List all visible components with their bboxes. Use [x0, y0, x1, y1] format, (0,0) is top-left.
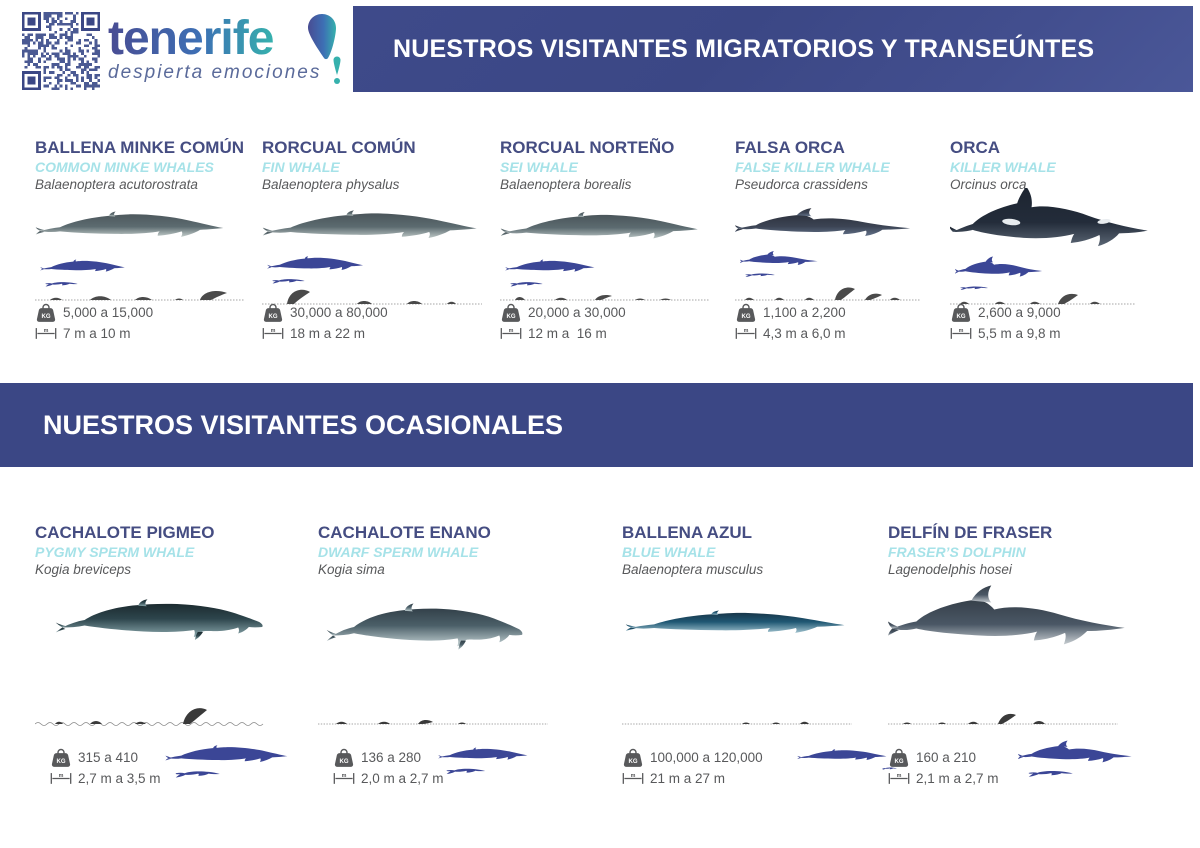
- svg-text:despierta emociones: despierta emociones: [108, 62, 321, 83]
- svg-text:tenerife: tenerife: [108, 12, 274, 65]
